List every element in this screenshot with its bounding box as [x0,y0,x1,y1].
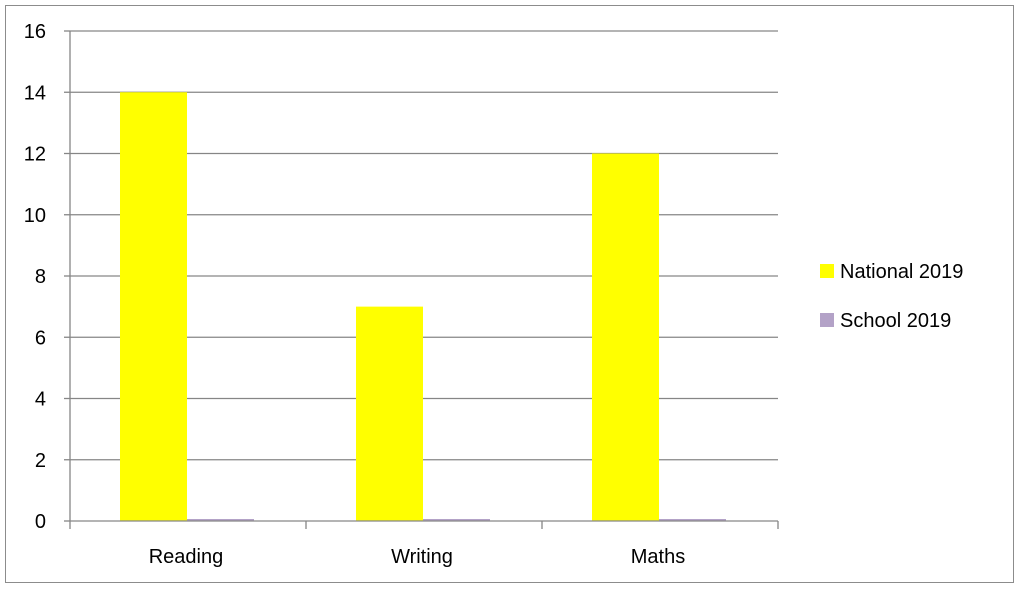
y-tick-label: 14 [24,82,46,104]
y-tick-label: 6 [35,327,46,349]
gridlines [70,30,778,461]
y-tick-label: 12 [24,144,46,166]
y-tick-label: 8 [35,266,46,288]
y-tick-label: 2 [35,450,46,472]
x-tick-label: Writing [391,546,453,568]
axes [64,30,779,529]
legend-label: National 2019 [840,261,963,283]
y-tick-label: 0 [35,511,46,533]
y-tick-label: 16 [24,21,46,43]
bar-school-2019-writing [423,519,490,521]
legend: National 2019 School 2019 [820,261,963,332]
x-tick-label: Maths [631,546,685,568]
legend-label: School 2019 [840,310,951,332]
bar-national-2019-writing [356,306,423,521]
y-tick-labels: 0 2 4 6 8 10 12 14 16 [24,21,46,533]
y-tick-label: 4 [35,389,46,411]
x-tick-label: Reading [149,546,224,568]
y-tick-label: 10 [24,205,46,227]
bar-national-2019-maths [592,153,659,521]
x-tick-labels: Reading Writing Maths [149,546,685,568]
legend-swatch [820,264,834,278]
bar-national-2019-reading [120,92,187,521]
bars [120,92,726,521]
bar-school-2019-maths [659,519,726,521]
bar-school-2019-reading [187,519,254,521]
legend-swatch [820,313,834,327]
